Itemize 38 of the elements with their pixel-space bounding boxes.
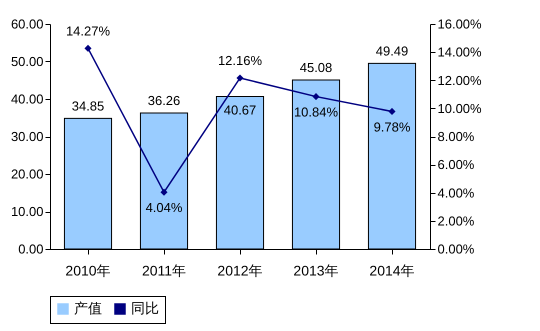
y-tick-label: 50.00 [10,54,44,69]
y2-tick-label: 16.00% [438,16,482,32]
point [84,44,92,52]
y-tick-label: 10.00 [10,204,44,219]
y2-tick-label: 14.00% [438,44,482,60]
data-label: 45.08 [300,60,332,75]
data-label: 34.85 [72,98,104,114]
data-label: 14.27% [66,23,110,38]
y2-tick-label: 12.00% [438,72,482,88]
y2-tick-label: 10.00% [438,100,482,116]
x-tick-label: 2010年 [65,262,111,278]
x-tick-label: 2013年 [293,262,339,278]
x-tick-label: 2014年 [369,262,415,278]
y-tick-label: 40.00 [10,92,44,106]
data-label: 4.04% [146,200,183,216]
legend-label: 产值 [74,300,102,316]
y2-tick-label: 8.00% [438,129,475,144]
y-tick-label: 20.00 [10,166,44,182]
y2-tick-label: 2.00% [438,213,475,228]
y2-tick-label: 0.00% [438,242,475,256]
legend-label: 同比 [131,300,159,316]
point [236,74,244,82]
y2-tick-label: 4.00% [438,185,475,200]
data-label: 49.49 [376,43,408,58]
x-tick-label: 2011年 [142,262,186,278]
data-label: 10.84% [294,104,338,120]
data-label: 40.67 [224,102,256,118]
y2-tick-label: 6.00% [438,157,475,172]
point [160,188,168,196]
data-label: 9.78% [374,119,411,134]
point [312,93,320,100]
data-label: 12.16% [218,53,262,68]
data-label: 36.26 [148,93,180,108]
y-tick-label: 0.00 [18,242,44,256]
x-tick-label: 2012年 [217,262,263,278]
point [388,108,396,116]
y-tick-label: 30.00 [10,129,44,144]
y-tick-label: 60.00 [10,16,44,32]
